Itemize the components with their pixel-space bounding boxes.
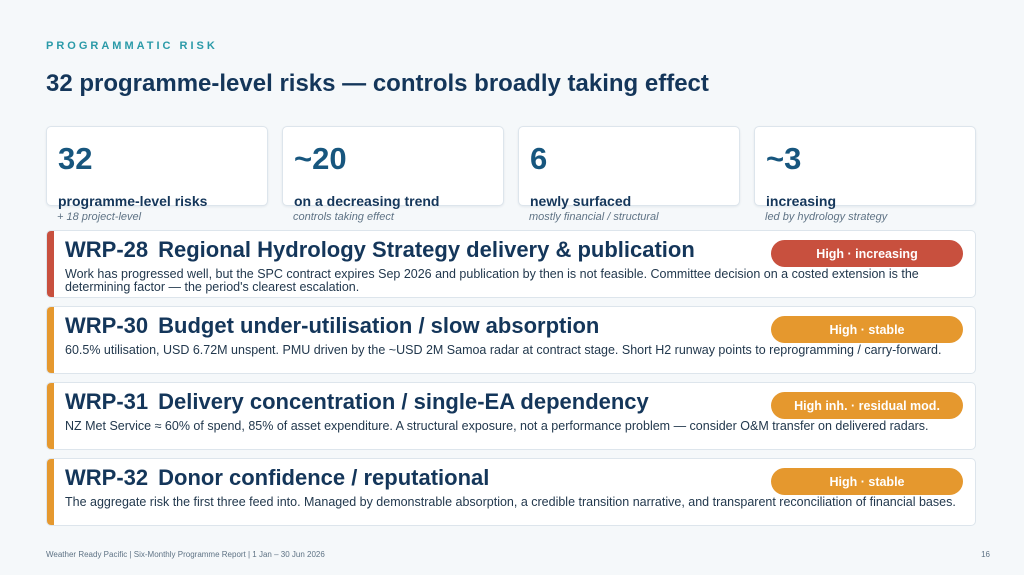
risk-description: NZ Met Service ≈ 60% of spend, 85% of as… [65,419,929,433]
stat-sub: + 18 project-level [57,211,142,223]
risk-name: Regional Hydrology Strategy delivery & p… [158,237,695,262]
risk-card-wrp-30: WRP-30 Budget under-utilisation / slow ab… [46,306,976,374]
footer-text: Weather Ready Pacific | Six-Monthly Prog… [46,550,325,559]
stat-card-newly-surfaced: 6 newly surfaced [518,126,740,209]
risk-card-wrp-31: WRP-31 Delivery concentration / single-EA… [46,382,976,450]
stat-card-decreasing: ~20 on a decreasing trend [282,126,504,209]
risk-accent-bar [47,231,54,297]
stat-sub: led by hydrology strategy [765,211,888,223]
page-title: 32 programme-level risks — controls broa… [46,70,709,97]
stat-sub: controls taking effect [293,211,394,223]
risk-description: The aggregate risk the first three feed … [65,495,956,509]
risk-id: WRP-30 [65,313,149,338]
stat-value: ~20 [294,141,347,176]
stat-label: newly surfaced [530,193,632,209]
risk-name: Budget under-utilisation / slow absorpti… [158,313,600,338]
risk-id: WRP-28 [65,237,149,262]
stat-value: ~3 [766,141,802,176]
stat-label: on a decreasing trend [294,193,440,209]
risk-name: Delivery concentration / single-EA depen… [158,389,649,414]
risk-description: 60.5% utilisation, USD 6.72M unspent. PM… [65,343,942,357]
risk-card-wrp-32: WRP-32 Donor confidence / reputational Hi… [46,458,976,526]
risk-status-badge: High · stable [771,468,963,495]
stat-label: programme-level risks [58,193,208,209]
stat-value: 6 [530,141,548,176]
risk-title: WRP-31 Delivery concentration / single-EA… [65,389,649,415]
risk-accent-bar [47,383,54,449]
risk-name: Donor confidence / reputational [158,465,490,490]
risk-description: Work has progressed well, but the SPC co… [65,267,919,294]
risk-accent-bar [47,459,54,525]
stat-sub: mostly financial / structural [529,211,659,223]
stat-card-programme-risks: 32 programme-level risks [46,126,268,209]
stat-card-increasing: ~3 increasing [754,126,976,209]
risk-card-wrp-28: WRP-28 Regional Hydrology Strategy delive… [46,230,976,298]
risk-status-badge: High · stable [771,316,963,343]
risk-status-badge: High inh. · residual mod. [771,392,963,419]
risk-accent-bar [47,307,54,373]
page-number: 16 [981,550,990,559]
risk-status-badge: High · increasing [771,240,963,267]
risk-id: WRP-32 [65,465,149,490]
stat-label: increasing [766,193,837,209]
risk-title: WRP-30 Budget under-utilisation / slow ab… [65,313,599,339]
stat-value: 32 [58,141,93,176]
risk-title: WRP-32 Donor confidence / reputational [65,465,489,491]
stats-row: 32 programme-level risks ~20 on a decrea… [46,126,978,209]
risk-title: WRP-28 Regional Hydrology Strategy delive… [65,237,695,263]
risk-id: WRP-31 [65,389,149,414]
section-eyebrow: PROGRAMMATIC RISK [46,40,218,52]
